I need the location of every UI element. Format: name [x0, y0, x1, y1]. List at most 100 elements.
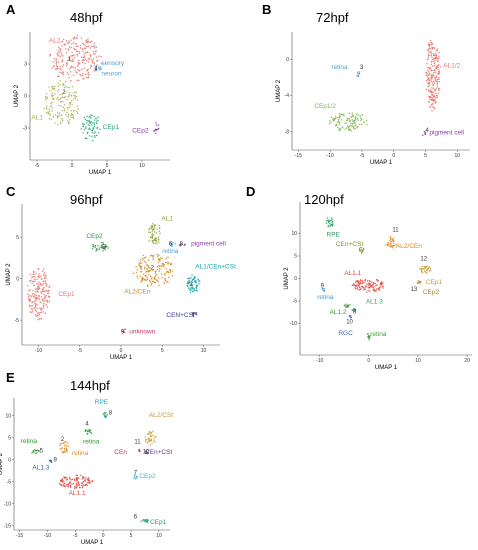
umap-point [87, 58, 90, 60]
umap-point [66, 42, 69, 45]
umap-point [438, 78, 440, 80]
x-tick-label: 5 [130, 533, 133, 539]
cluster-cep2 [133, 474, 138, 480]
umap-point [69, 101, 72, 104]
umap-point [102, 250, 104, 252]
umap-point [152, 254, 155, 257]
umap-point [65, 111, 68, 114]
umap-point [351, 125, 353, 127]
umap-point [151, 235, 154, 237]
umap-point [66, 71, 69, 74]
umap-point [94, 131, 97, 133]
umap-point [167, 263, 169, 265]
umap-point [359, 281, 361, 283]
umap-point [62, 442, 64, 444]
umap-point [149, 444, 152, 446]
umap-point [65, 40, 68, 42]
umap-point [329, 222, 331, 225]
umap-point [146, 441, 149, 444]
umap-point [76, 112, 79, 114]
cluster-al1-3 [48, 459, 53, 463]
umap-point [61, 478, 64, 480]
umap-point [48, 110, 51, 112]
umap-point [58, 482, 61, 485]
umap-point [30, 295, 33, 298]
umap-point [97, 55, 100, 57]
umap-point [58, 51, 60, 54]
umap-point [434, 77, 437, 80]
umap-point [157, 257, 160, 260]
umap-point [29, 305, 31, 308]
umap-point [69, 70, 72, 73]
umap-point [56, 112, 59, 114]
cluster-label: AL1.3 [32, 464, 49, 471]
umap-point [189, 291, 192, 294]
umap-point [431, 78, 433, 80]
umap-point [321, 288, 324, 291]
umap-point [191, 274, 193, 276]
umap-point [433, 100, 436, 102]
umap-point [154, 237, 156, 239]
umap-point [155, 273, 158, 276]
umap-point [77, 79, 80, 82]
umap-point [40, 278, 43, 280]
umap-point [55, 61, 58, 63]
umap-point [430, 75, 433, 77]
umap-point [44, 312, 47, 314]
cluster-label: AL2 [49, 38, 61, 45]
umap-point [91, 131, 94, 134]
umap-point [43, 290, 46, 293]
umap-point [164, 277, 166, 280]
y-tick-label: 5 [8, 435, 11, 441]
umap-point [61, 72, 63, 74]
umap-point [432, 43, 434, 45]
umap-point [90, 120, 92, 123]
umap-point [149, 437, 151, 440]
umap-point [67, 483, 69, 485]
umap-point [43, 274, 45, 276]
umap-point [44, 295, 46, 297]
umap-point [68, 42, 70, 44]
umap-point [152, 258, 154, 261]
umap-point [142, 257, 144, 260]
umap-point [39, 282, 42, 285]
umap-point [188, 279, 190, 282]
umap-point [45, 274, 47, 277]
umap-point [85, 429, 88, 431]
umap-point [420, 268, 422, 271]
umap-point [88, 429, 91, 432]
umap-point [85, 76, 88, 79]
umap-point [62, 55, 64, 57]
cluster-number: 11 [134, 439, 141, 445]
umap-point [427, 76, 429, 78]
umap-point [195, 313, 198, 316]
umap-point [154, 436, 156, 438]
umap-point [94, 44, 96, 47]
umap-point [59, 83, 61, 86]
y-tick-label: -5 [15, 318, 20, 324]
umap-point [86, 69, 88, 71]
umap-point [35, 273, 37, 275]
umap-point [28, 289, 30, 292]
umap-point [69, 486, 72, 488]
umap-point [84, 47, 87, 50]
umap-point [347, 306, 349, 308]
cluster-al1-2 [425, 39, 442, 112]
umap-point [419, 280, 421, 283]
umap-point [106, 245, 108, 247]
umap-point [93, 125, 96, 128]
umap-point [95, 70, 97, 72]
umap-point [340, 113, 342, 116]
umap-point [36, 286, 39, 288]
umap-point [429, 268, 432, 270]
umap-point [152, 269, 154, 272]
umap-point [158, 265, 161, 268]
umap-point [190, 277, 192, 279]
cluster-label: AL1.2 [329, 309, 346, 316]
cluster-number: 9 [121, 329, 125, 335]
umap-point [422, 134, 424, 136]
umap-point [93, 132, 95, 134]
umap-point [132, 272, 135, 275]
umap-point [356, 285, 358, 287]
umap-point [337, 120, 340, 123]
